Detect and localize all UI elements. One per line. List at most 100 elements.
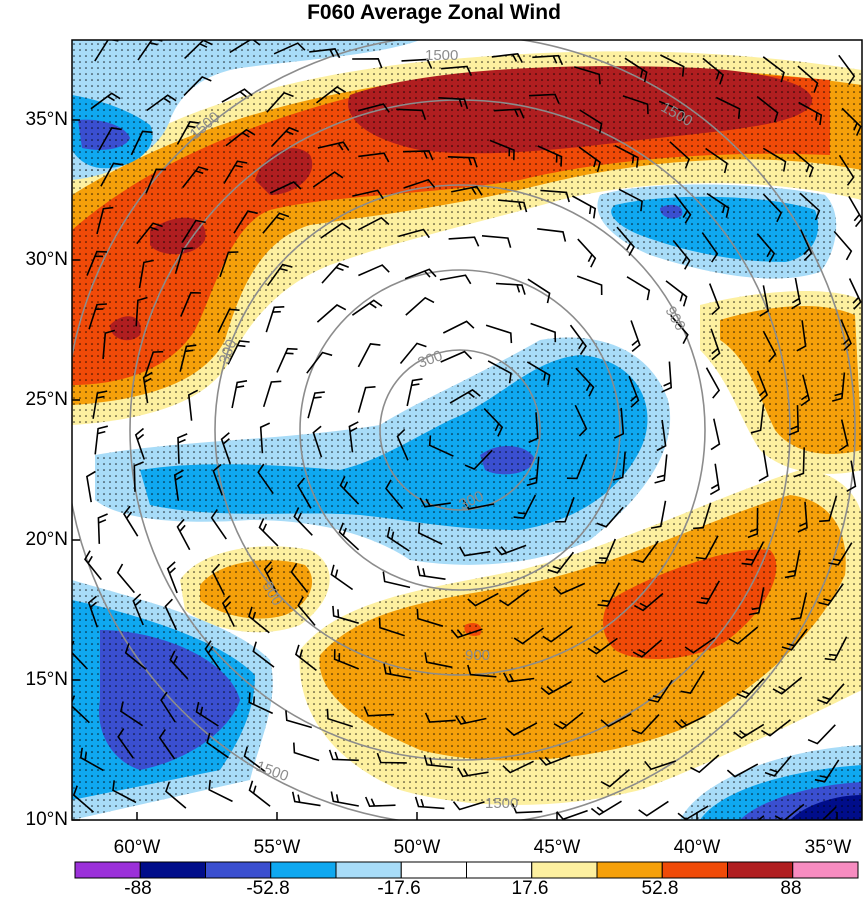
- wind-barb: [123, 505, 139, 537]
- wind-barb: [838, 419, 849, 452]
- wind-barb: [708, 283, 721, 316]
- wind-barbs: [72, 40, 862, 820]
- wind-barb: [165, 781, 187, 809]
- wind-barb: [399, 342, 427, 365]
- wind-barb: [87, 595, 99, 628]
- wind-barb: [338, 522, 360, 551]
- wind-barb: [312, 171, 344, 188]
- wind-barb: [396, 108, 427, 121]
- wind-barb: [452, 801, 485, 811]
- wind-barb: [396, 428, 409, 461]
- colorbar-swatch: [727, 861, 794, 879]
- wind-barb: [293, 507, 313, 536]
- wind-barb: [483, 408, 504, 437]
- wind-barb: [796, 320, 807, 352]
- wind-barb: [136, 222, 163, 245]
- wind-barb: [416, 565, 446, 580]
- wind-barb: [447, 156, 478, 168]
- wind-barb: [177, 433, 188, 464]
- wind-barb: [173, 469, 184, 501]
- wind-barb: [448, 236, 480, 247]
- contour-ring-2: [299, 269, 621, 591]
- wind-barb: [291, 791, 321, 807]
- wind-barb: [348, 421, 359, 453]
- wind-barb: [117, 728, 134, 759]
- wind-barb: [673, 193, 692, 224]
- wind-barb: [297, 596, 316, 626]
- wind-barb: [233, 210, 258, 234]
- lat-label-30: 30°N: [25, 249, 68, 270]
- wind-barb: [276, 347, 298, 373]
- colorbar-label: -88: [124, 878, 152, 899]
- lon-label-50w: 50°W: [393, 837, 441, 858]
- wind-barb: [821, 806, 837, 820]
- wind-barb: [538, 754, 571, 766]
- wind-barb: [511, 803, 543, 814]
- wind-barb: [505, 722, 538, 737]
- wind-barb: [781, 628, 808, 651]
- wind-barb: [160, 691, 176, 723]
- wind-barb: [116, 563, 136, 594]
- wind-barb: [454, 715, 487, 725]
- wind-barb: [273, 42, 306, 55]
- wind-barb: [223, 160, 248, 184]
- wind-barb: [84, 550, 102, 581]
- wind-barb: [450, 628, 483, 639]
- wind-barb: [569, 324, 587, 355]
- wind-barb: [257, 463, 274, 495]
- wind-barb: [96, 206, 114, 235]
- colorbar-swatch: [205, 861, 272, 879]
- wind-barb: [633, 540, 659, 564]
- colorbar-swatch: [596, 861, 663, 879]
- colorbar-label: -52.8: [246, 878, 290, 899]
- wind-barb: [658, 100, 685, 122]
- wind-barb: [467, 592, 499, 607]
- wind-barb: [457, 767, 489, 778]
- wind-barb: [715, 96, 741, 119]
- wind-barb: [208, 779, 233, 803]
- height-contours: [72, 40, 856, 820]
- wind-barb: [133, 461, 144, 492]
- wind-barb: [502, 672, 535, 683]
- wind-barb: [328, 749, 359, 762]
- wind-barb: [352, 189, 384, 200]
- wind-barb: [357, 386, 376, 413]
- wind-barb: [528, 412, 539, 444]
- wind-barb: [144, 350, 164, 377]
- wind-barb: [756, 233, 776, 263]
- wind-barb: [656, 419, 667, 452]
- wind-barb: [94, 425, 108, 455]
- wind-barb: [404, 268, 437, 280]
- axis-ticks: [72, 119, 838, 821]
- wind-barb: [747, 507, 759, 539]
- wind-barb: [818, 583, 844, 606]
- wind-barb: [774, 803, 805, 820]
- wind-barb: [831, 372, 846, 402]
- wind-barb: [263, 561, 278, 593]
- wind-barb: [493, 108, 525, 119]
- wind-barb: [628, 375, 640, 408]
- colorbar-label: 88: [780, 878, 802, 899]
- wind-barb: [595, 538, 617, 564]
- wind-barb: [357, 103, 390, 113]
- wind-barb: [612, 451, 626, 481]
- wind-barb: [788, 405, 800, 436]
- wind-barb: [424, 712, 456, 723]
- wind-barb: [164, 598, 178, 631]
- wind-barb: [575, 367, 595, 397]
- wind-barb: [424, 652, 453, 669]
- wind-barb: [799, 192, 821, 221]
- wind-barb: [841, 107, 862, 136]
- wind-barb: [266, 263, 293, 287]
- wind-barb: [378, 617, 405, 637]
- wind-barb: [650, 500, 667, 529]
- wind-barb: [441, 65, 473, 76]
- wind-barb: [634, 592, 664, 612]
- wind-barb: [210, 509, 227, 540]
- wind-barb: [759, 285, 770, 317]
- colorbar-swatch: [531, 861, 598, 879]
- wind-barb: [705, 367, 721, 399]
- wind-barb: [419, 497, 451, 508]
- wind-barb: [764, 755, 792, 777]
- wind-barb: [630, 320, 641, 353]
